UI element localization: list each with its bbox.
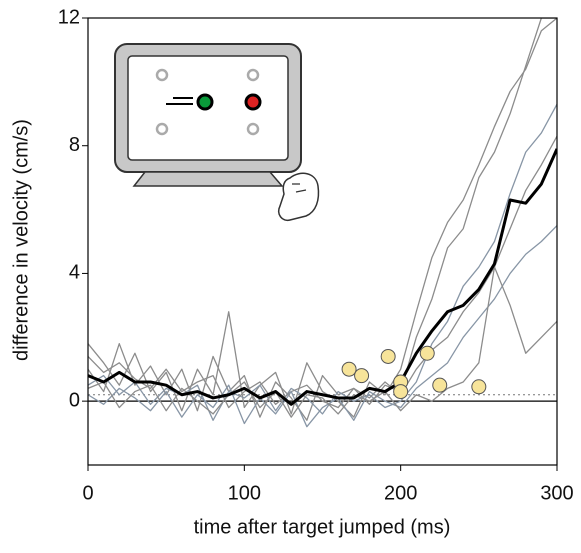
onset-point bbox=[432, 377, 448, 393]
series-line bbox=[88, 18, 557, 418]
onset-point bbox=[393, 384, 409, 400]
x-tick-label: 100 bbox=[228, 482, 261, 504]
y-tick-label: 12 bbox=[58, 6, 80, 28]
x-tick-label: 0 bbox=[82, 482, 93, 504]
series-line bbox=[88, 135, 557, 409]
x-tick-label: 200 bbox=[384, 482, 417, 504]
series-line bbox=[88, 225, 557, 428]
x-tick-label: 300 bbox=[540, 482, 573, 504]
y-tick-label: 0 bbox=[69, 389, 80, 411]
onset-point bbox=[354, 368, 370, 384]
y-axis-label: difference in velocity (cm/s) bbox=[10, 119, 32, 361]
plot-frame bbox=[87, 17, 558, 466]
series-line bbox=[88, 148, 557, 406]
onset-point bbox=[341, 361, 357, 377]
series-line bbox=[88, 18, 557, 421]
onset-point bbox=[471, 379, 487, 395]
onset-point bbox=[380, 348, 396, 364]
x-axis-label: time after target jumped (ms) bbox=[194, 516, 451, 538]
monitor-illustration bbox=[114, 43, 320, 222]
series-line bbox=[88, 266, 557, 418]
y-tick-label: 8 bbox=[69, 134, 80, 156]
y-tick-label: 4 bbox=[69, 262, 80, 284]
onset-point bbox=[419, 345, 435, 361]
plot-area bbox=[88, 18, 557, 428]
series-line bbox=[88, 103, 557, 421]
